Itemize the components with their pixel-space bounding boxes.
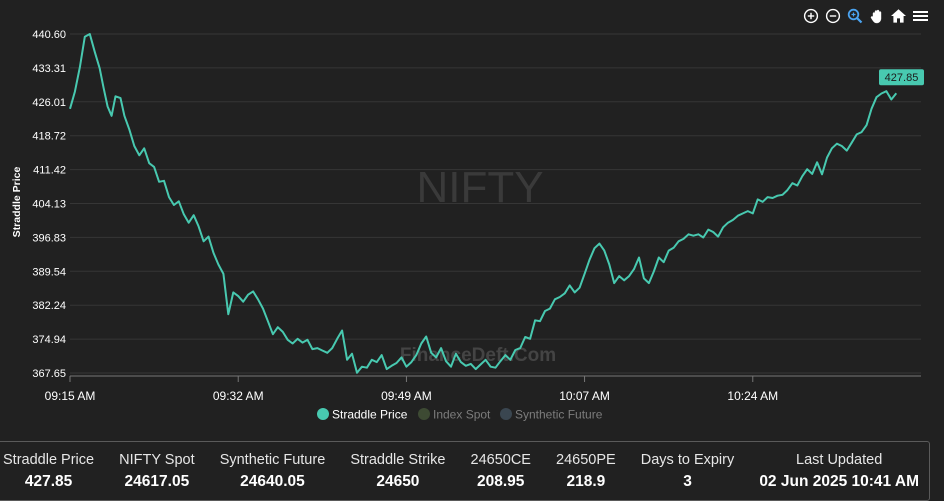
y-tick-label: 404.13 — [32, 199, 66, 211]
stat-value: 24640.05 — [240, 473, 305, 490]
y-tick-label: 396.83 — [32, 232, 66, 244]
stats-bar: Straddle Price 427.85 NIFTY Spot 24617.0… — [0, 441, 930, 501]
zoom-out-button[interactable] — [823, 6, 842, 25]
stat-straddle-price: Straddle Price 427.85 — [3, 442, 94, 500]
x-tick-label: 10:07 AM — [559, 389, 610, 403]
zoom-in-button[interactable] — [801, 6, 820, 25]
y-axis-title: Straddle Price — [11, 167, 23, 238]
zoom-in-icon — [803, 8, 818, 23]
menu-icon — [913, 10, 928, 21]
last-value-marker: 427.85 — [879, 69, 924, 86]
stat-label: 24650PE — [556, 452, 616, 468]
stat-value: 3 — [683, 473, 692, 490]
y-tick-label: 389.54 — [32, 266, 66, 278]
selection-zoom-icon — [847, 8, 862, 23]
reset-zoom-button[interactable] — [889, 6, 908, 25]
straddle-chart[interactable]: NIFTY FinanceDeft.Com 440.60 433.31 426.01… — [0, 0, 944, 436]
y-tick-label: 411.42 — [33, 165, 66, 177]
stat-synthetic-future: Synthetic Future 24640.05 — [220, 442, 326, 500]
stat-label: NIFTY Spot — [119, 452, 195, 468]
stat-value: 02 Jun 2025 10:41 AM — [759, 473, 919, 490]
stat-nifty-spot: NIFTY Spot 24617.05 — [119, 442, 194, 500]
x-tick-label: 10:24 AM — [727, 389, 778, 403]
y-tick-label: 367.65 — [32, 368, 66, 380]
chart-watermark: NIFTY — [416, 163, 543, 212]
chart-menu-button[interactable] — [911, 6, 930, 25]
last-value-badge — [879, 69, 924, 86]
legend-synthetic-future[interactable]: Synthetic Future — [500, 408, 603, 422]
stat-value: 24650 — [376, 473, 420, 490]
legend-index-spot[interactable]: Index Spot — [418, 408, 491, 422]
chart-toolbar — [801, 6, 930, 25]
x-tick-label: 09:49 AM — [381, 389, 432, 403]
stat-value: 218.9 — [566, 473, 606, 490]
stat-value: 427.85 — [24, 473, 73, 490]
legend-label: Index Spot — [433, 408, 491, 422]
chart-legend: Straddle Price Index Spot Synthetic Future — [317, 408, 603, 422]
stat-label: Straddle Price — [3, 452, 95, 468]
y-axis: 440.60 433.31 426.01 418.72 411.42 404.13 396.… — [32, 29, 66, 380]
legend-straddle-price[interactable]: Straddle Price — [317, 408, 408, 422]
x-tick-label: 09:15 AM — [45, 389, 96, 403]
chart-grid — [70, 33, 921, 374]
y-tick-label: 418.72 — [32, 131, 66, 143]
y-tick-label: 440.60 — [32, 29, 66, 41]
stat-label: Days to Expiry — [640, 452, 735, 468]
zoom-out-icon — [825, 8, 840, 23]
pan-icon — [870, 9, 881, 23]
x-tick-label: 09:32 AM — [213, 389, 264, 403]
stat-label: Straddle Strike — [350, 452, 446, 468]
last-value-label: 427.85 — [885, 72, 919, 84]
stat-label: Synthetic Future — [219, 452, 326, 468]
legend-label: Straddle Price — [332, 408, 408, 422]
legend-marker — [317, 408, 329, 420]
stat-label: 24650CE — [470, 452, 531, 468]
straddle-price-line — [69, 33, 898, 374]
stat-call-premium: 24650CE 208.95 — [471, 442, 531, 500]
stat-label: Last Updated — [796, 452, 883, 468]
stat-straddle-strike: Straddle Strike 24650 — [350, 442, 445, 500]
stat-put-premium: 24650PE 218.9 — [556, 442, 616, 500]
home-icon — [891, 8, 906, 23]
y-tick-label: 433.31 — [32, 63, 66, 75]
stat-last-updated: Last Updated 02 Jun 2025 10:41 AM — [759, 442, 919, 500]
legend-marker — [500, 408, 512, 420]
stat-value: 208.95 — [477, 473, 525, 490]
x-axis: 09:15 AM 09:32 AM 09:49 AM 10:07 AM 10:24 AM — [45, 375, 921, 403]
site-watermark: FinanceDeft.Com — [400, 345, 556, 366]
y-tick-label: 426.01 — [32, 97, 66, 109]
legend-marker — [418, 408, 430, 420]
selection-zoom-button[interactable] — [845, 6, 864, 25]
series-layer — [69, 33, 898, 374]
stat-value: 24617.05 — [124, 473, 190, 490]
pan-button[interactable] — [867, 6, 886, 25]
y-tick-label: 374.94 — [32, 334, 66, 346]
stat-days-to-expiry: Days to Expiry 3 — [641, 442, 734, 500]
y-tick-label: 382.24 — [32, 300, 66, 312]
legend-label: Synthetic Future — [515, 408, 603, 422]
